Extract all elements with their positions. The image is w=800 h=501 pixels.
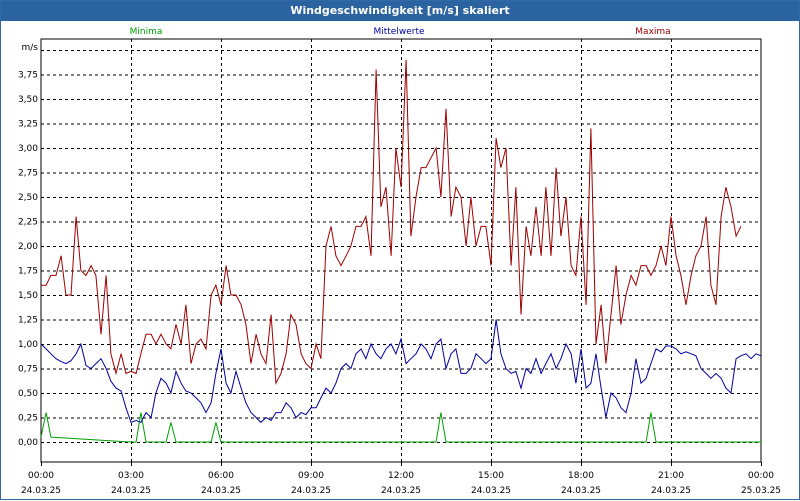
series-line-maxima xyxy=(41,59,742,386)
y-tick-label: 2,50 xyxy=(18,193,38,203)
y-tick-label: 0,00 xyxy=(18,438,38,448)
x-tick-date: 24.03.25 xyxy=(561,486,601,496)
y-axis-label: m/s xyxy=(22,43,39,53)
x-tick-time: 09:00 xyxy=(298,471,324,481)
x-tick-time: 21:00 xyxy=(658,471,684,481)
x-tick-date: 24.03.25 xyxy=(201,486,241,496)
x-tick-date: 24.03.25 xyxy=(111,486,151,496)
series-line-mittelwerte xyxy=(40,319,762,424)
y-tick-label: 2,00 xyxy=(18,242,38,252)
x-tick-time: 18:00 xyxy=(568,471,594,481)
y-tick-label: 3,00 xyxy=(18,144,38,154)
y-tick-label: 0,50 xyxy=(18,389,38,399)
y-tick-label: 1,75 xyxy=(18,267,38,277)
x-tick-date: 25.03.25 xyxy=(741,486,781,496)
x-tick-time: 00:00 xyxy=(748,471,774,481)
y-tick-label: 1,50 xyxy=(18,291,38,301)
x-tick-date: 24.03.25 xyxy=(471,486,511,496)
x-tick-time: 03:00 xyxy=(118,471,144,481)
y-tick-label: 1,25 xyxy=(18,316,38,326)
legend-maxima: Maxima xyxy=(635,27,670,37)
y-tick-label: 2,25 xyxy=(18,218,38,228)
legend-minima: Minima xyxy=(130,27,163,37)
window-title: Windgeschwindigkeit [m/s] skaliert xyxy=(1,1,799,21)
y-tick-label: 0,75 xyxy=(18,365,38,375)
x-tick-date: 24.03.25 xyxy=(21,486,61,496)
x-tick-time: 12:00 xyxy=(388,471,414,481)
y-tick-label: 2,75 xyxy=(18,169,38,179)
x-tick-date: 24.03.25 xyxy=(381,486,421,496)
x-tick-time: 15:00 xyxy=(478,471,504,481)
y-tick-label: 3,50 xyxy=(18,95,38,105)
legend-mittelwerte: Mittelwerte xyxy=(373,27,424,37)
y-tick-label: 1,00 xyxy=(18,340,38,350)
series-line-minima xyxy=(40,412,761,443)
x-tick-time: 06:00 xyxy=(208,471,234,481)
x-tick-date: 24.03.25 xyxy=(291,486,331,496)
y-tick-label: 3,25 xyxy=(18,120,38,130)
x-tick-time: 00:00 xyxy=(28,471,54,481)
y-tick-label: 0,25 xyxy=(18,414,38,424)
x-tick-date: 24.03.25 xyxy=(651,486,691,496)
y-tick-label: 3,75 xyxy=(18,71,38,81)
